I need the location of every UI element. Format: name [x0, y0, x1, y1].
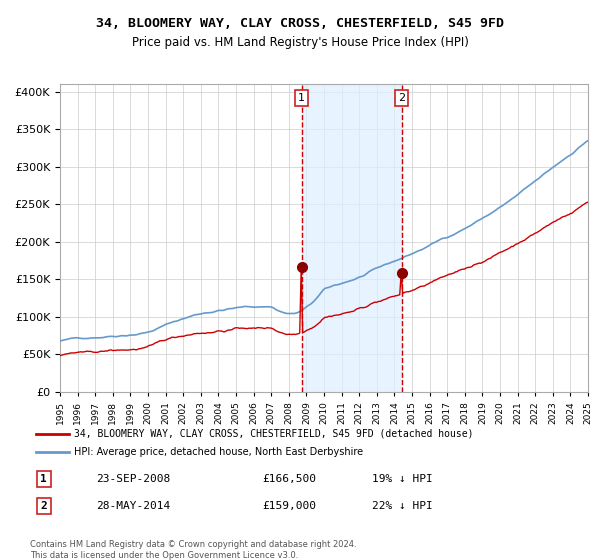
Text: £166,500: £166,500 — [262, 474, 316, 484]
Text: 28-MAY-2014: 28-MAY-2014 — [96, 501, 170, 511]
Text: 2: 2 — [398, 93, 405, 103]
Text: 22% ↓ HPI: 22% ↓ HPI — [372, 501, 433, 511]
Text: 19% ↓ HPI: 19% ↓ HPI — [372, 474, 433, 484]
Text: HPI: Average price, detached house, North East Derbyshire: HPI: Average price, detached house, Nort… — [74, 447, 363, 457]
Text: Contains HM Land Registry data © Crown copyright and database right 2024.
This d: Contains HM Land Registry data © Crown c… — [30, 540, 356, 560]
Bar — [302, 84, 401, 392]
Text: 34, BLOOMERY WAY, CLAY CROSS, CHESTERFIELD, S45 9FD: 34, BLOOMERY WAY, CLAY CROSS, CHESTERFIE… — [96, 17, 504, 30]
Text: 1: 1 — [298, 93, 305, 103]
Text: 1: 1 — [40, 474, 47, 484]
Text: Price paid vs. HM Land Registry's House Price Index (HPI): Price paid vs. HM Land Registry's House … — [131, 36, 469, 49]
Text: 34, BLOOMERY WAY, CLAY CROSS, CHESTERFIELD, S45 9FD (detached house): 34, BLOOMERY WAY, CLAY CROSS, CHESTERFIE… — [74, 429, 473, 439]
Text: £159,000: £159,000 — [262, 501, 316, 511]
Text: 2: 2 — [40, 501, 47, 511]
Text: 23-SEP-2008: 23-SEP-2008 — [96, 474, 170, 484]
